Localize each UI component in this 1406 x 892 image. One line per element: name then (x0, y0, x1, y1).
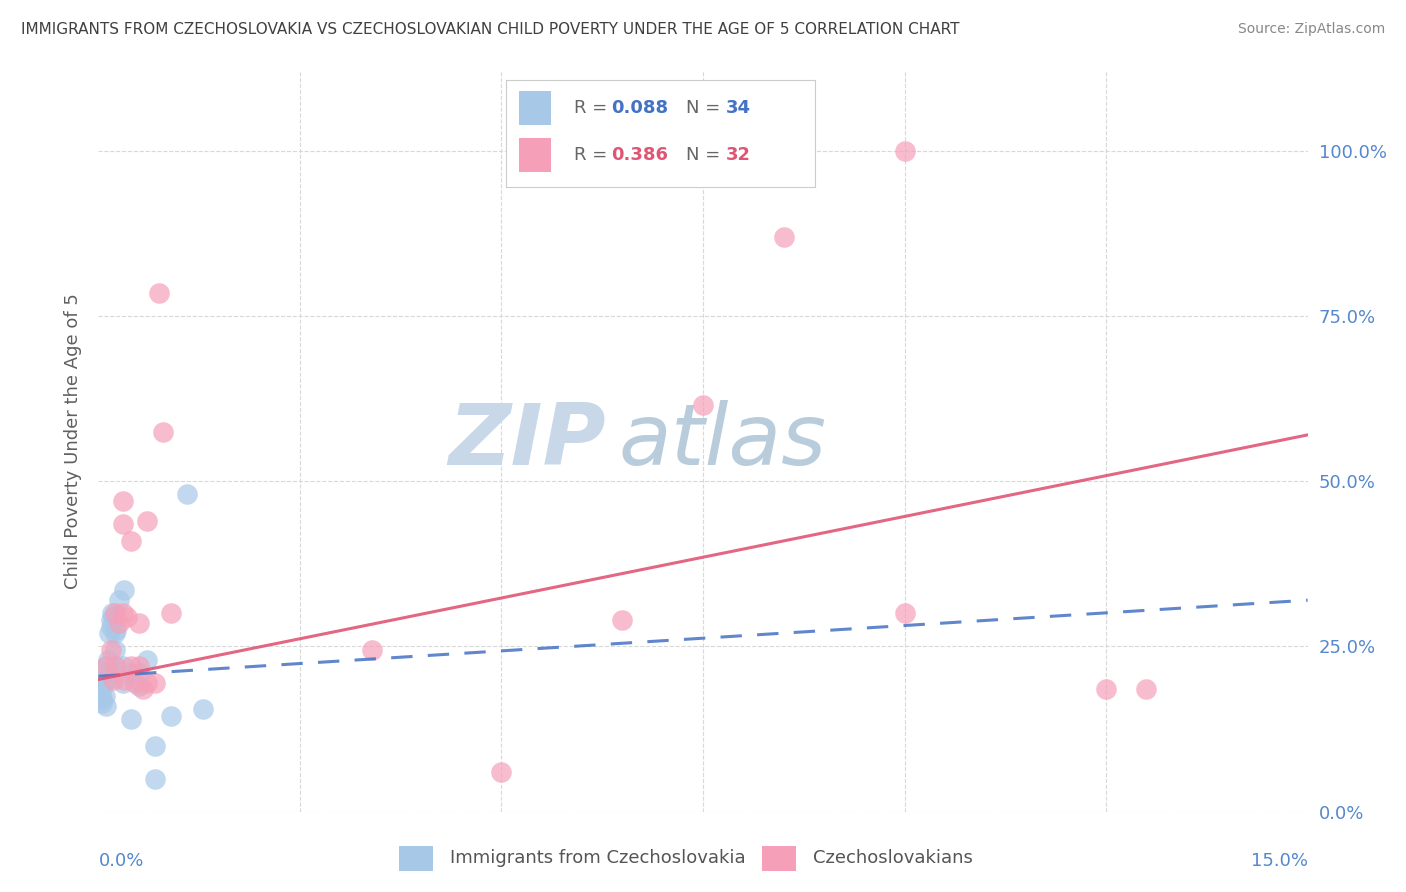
Point (111, 675, 134, 690)
Point (111, 494, 134, 508)
Point (107, 593, 129, 607)
Text: 0.386: 0.386 (612, 146, 668, 164)
Point (692, 398, 714, 412)
Point (101, 673, 124, 687)
Point (128, 616, 150, 631)
Text: IMMIGRANTS FROM CZECHOSLOVAKIA VS CZECHOSLOVAKIAN CHILD POVERTY UNDER THE AGE OF: IMMIGRANTS FROM CZECHOSLOVAKIA VS CZECHO… (21, 22, 959, 37)
Point (612, 613, 634, 627)
Point (91, 696, 114, 710)
Point (103, 607, 125, 621)
Point (103, 659, 125, 673)
Point (94, 698, 117, 713)
Text: ZIP: ZIP (449, 400, 606, 483)
Point (112, 673, 135, 687)
FancyBboxPatch shape (519, 138, 551, 172)
Point (103, 642, 125, 657)
Text: 0.0%: 0.0% (98, 853, 143, 871)
Point (160, 709, 183, 723)
Text: R =: R = (574, 146, 613, 164)
Text: Source: ZipAtlas.com: Source: ZipAtlas.com (1237, 22, 1385, 37)
Bar (762, 846, 796, 871)
Point (120, 712, 142, 726)
Point (160, 607, 183, 621)
Point (143, 772, 166, 786)
Point (101, 609, 124, 624)
Text: N =: N = (686, 99, 725, 117)
Point (152, 425, 174, 439)
Point (491, 765, 513, 780)
Point (120, 659, 142, 673)
Point (96, 659, 118, 673)
Point (1135, 682, 1157, 697)
Bar (399, 846, 433, 871)
Point (120, 533, 142, 548)
Point (91, 679, 114, 693)
Point (100, 613, 122, 627)
Point (90, 692, 112, 706)
Text: 34: 34 (725, 99, 751, 117)
Point (124, 675, 146, 690)
Point (135, 653, 157, 667)
Point (120, 665, 142, 680)
Text: Czechoslovakians: Czechoslovakians (813, 849, 973, 867)
Point (107, 616, 129, 631)
Y-axis label: Child Poverty Under the Age of 5: Child Poverty Under the Age of 5 (63, 293, 82, 590)
Point (111, 517, 134, 532)
Point (90, 686, 112, 700)
Point (772, 229, 794, 244)
Point (128, 659, 150, 673)
Point (148, 285, 170, 300)
Text: 15.0%: 15.0% (1250, 853, 1308, 871)
Point (176, 487, 198, 501)
Point (893, 607, 915, 621)
Text: N =: N = (686, 146, 725, 164)
Point (143, 675, 166, 690)
Text: 32: 32 (725, 146, 751, 164)
Point (105, 623, 128, 637)
Point (111, 659, 134, 673)
Point (103, 626, 125, 640)
Point (128, 665, 150, 680)
Point (97, 626, 120, 640)
Point (96, 673, 118, 687)
Point (111, 607, 134, 621)
Point (193, 702, 215, 716)
Point (94, 689, 117, 703)
Text: atlas: atlas (619, 400, 827, 483)
Point (103, 659, 125, 673)
Point (128, 679, 150, 693)
Point (132, 682, 155, 697)
Point (96, 659, 118, 673)
Point (97, 653, 120, 667)
Point (135, 514, 157, 528)
Point (115, 609, 138, 624)
Point (96, 665, 118, 680)
Point (135, 675, 157, 690)
Point (1095, 682, 1118, 697)
Text: Immigrants from Czechoslovakia: Immigrants from Czechoslovakia (450, 849, 745, 867)
Point (93, 673, 115, 687)
Point (361, 642, 384, 657)
FancyBboxPatch shape (519, 91, 551, 125)
Text: R =: R = (574, 99, 613, 117)
Point (143, 739, 166, 753)
Point (893, 144, 915, 158)
Point (112, 583, 135, 598)
Point (101, 607, 124, 621)
Point (100, 642, 122, 657)
Point (100, 619, 122, 633)
Text: 0.088: 0.088 (612, 99, 668, 117)
